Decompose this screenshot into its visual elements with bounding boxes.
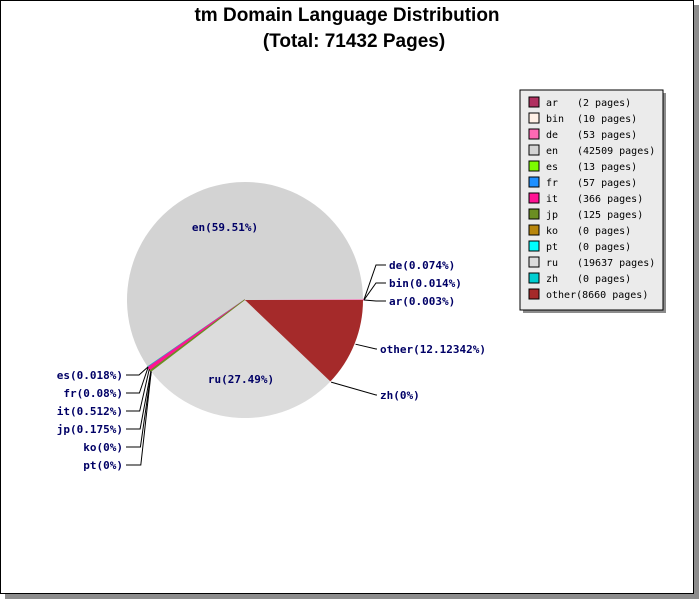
label-bin: bin(0.014%) — [389, 277, 462, 290]
label-ko: ko(0%) — [83, 441, 123, 454]
legend-pages-jp: (125 pages) — [577, 210, 643, 221]
legend-swatch-it — [528, 192, 540, 204]
leader-pt — [126, 371, 152, 466]
legend-pages-zh: (0 pages) — [577, 274, 631, 285]
legend-key-es: es — [546, 162, 558, 173]
legend-swatch-zh — [528, 272, 540, 284]
label-ar: ar(0.003%) — [389, 295, 455, 308]
legend-pages-es: (13 pages) — [577, 162, 637, 173]
legend-swatch-ar — [528, 96, 540, 108]
leader-fr — [126, 367, 149, 394]
legend-pages-en: (42509 pages) — [577, 146, 655, 157]
legend-swatch-de — [528, 128, 540, 140]
legend-key-pt: pt — [546, 242, 558, 253]
slice-other — [245, 300, 363, 382]
label-fr: fr(0.08%) — [63, 387, 123, 400]
leader-zh — [330, 381, 377, 396]
label-pt: pt(0%) — [83, 459, 123, 472]
legend-swatch-bin — [528, 112, 540, 124]
label-it: it(0.512%) — [57, 405, 123, 418]
legend-box — [519, 89, 664, 311]
label-de: de(0.074%) — [389, 259, 455, 272]
label-jp: jp(0.175%) — [57, 423, 123, 436]
legend-swatch-jp — [528, 208, 540, 220]
label-es: es(0.018%) — [57, 369, 123, 382]
legend-key-jp: jp — [546, 210, 558, 221]
legend-swatch-fr — [528, 176, 540, 188]
legend-key-de: de — [546, 130, 558, 141]
legend-key-ru: ru — [546, 258, 558, 269]
legend-swatch-es — [528, 160, 540, 172]
legend: ar (2 pages) bin (10 pages) de (53 pages) en (4… — [519, 89, 666, 313]
legend-key-ko: ko — [546, 226, 558, 237]
legend-pages-fr: (57 pages) — [577, 178, 637, 189]
legend-pages-de: (53 pages) — [577, 130, 637, 141]
legend-pages-ar: (2 pages) — [577, 98, 631, 109]
legend-pages-pt: (0 pages) — [577, 242, 631, 253]
legend-swatch-ru — [528, 256, 540, 268]
leader-bin — [363, 282, 386, 301]
label-ru: ru(27.49%) — [208, 373, 274, 386]
slice-de — [244, 298, 364, 301]
legend-pages-ko: (0 pages) — [577, 226, 631, 237]
legend-pages-bin: (10 pages) — [577, 114, 637, 125]
legend-pages-ru: (19637 pages) — [577, 258, 655, 269]
leader-de — [363, 264, 386, 300]
slice-labels: ar(0.003%) bin(0.014%) de(0.074%) en(59.51%… — [57, 221, 486, 472]
leader-jp — [126, 371, 152, 430]
chart-title: tm Domain Language Distribution — [194, 5, 499, 26]
legend-swatch-en — [528, 144, 540, 156]
slice-ru — [151, 300, 331, 418]
leader-other — [355, 343, 377, 350]
slice-en — [127, 181, 363, 367]
label-zh: zh(0%) — [380, 389, 420, 402]
legend-swatch-ko — [528, 224, 540, 236]
label-en: en(59.51%) — [192, 221, 258, 234]
leader-ko — [126, 371, 152, 448]
legend-key-bin: bin — [546, 114, 564, 125]
legend-swatch-other — [528, 288, 540, 300]
legend-pages-it: (366 pages) — [577, 194, 643, 205]
leader-it — [126, 368, 150, 412]
legend-key-other: other(8660 pages) — [546, 290, 648, 301]
legend-key-en: en — [546, 146, 558, 157]
legend-key-zh: zh — [546, 274, 558, 285]
legend-key-ar: ar — [546, 98, 558, 109]
legend-swatch-pt — [528, 240, 540, 252]
leader-es — [126, 366, 149, 376]
chart-subtitle: (Total: 71432 Pages) — [263, 31, 445, 52]
legend-key-it: it — [546, 194, 558, 205]
label-other: other(12.12342%) — [380, 343, 486, 356]
leader-ar — [363, 299, 386, 302]
legend-key-fr: fr — [546, 178, 558, 189]
